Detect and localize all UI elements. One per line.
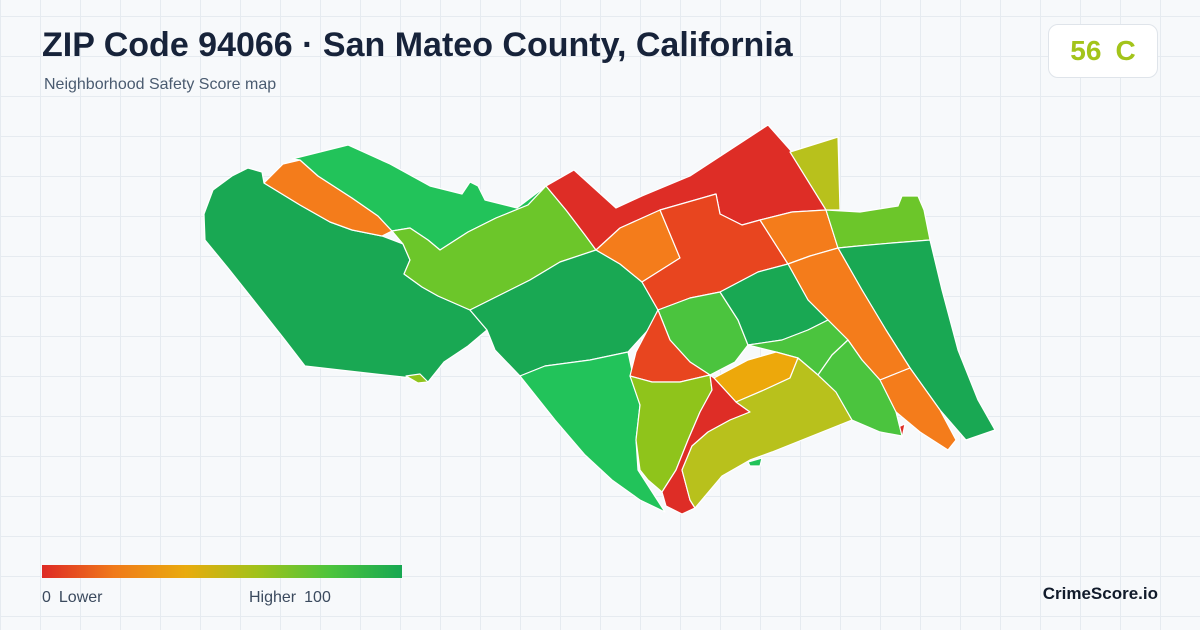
page-title: ZIP Code 94066 · San Mateo County, Calif… — [42, 26, 793, 64]
brand-logo-text: CrimeScore.io — [1042, 584, 1158, 603]
map-area[interactable] — [519, 351, 666, 513]
legend-low-label: Lower — [58, 589, 103, 606]
map-area[interactable] — [405, 373, 429, 384]
score-badge: 56 C — [1048, 24, 1158, 78]
score-value: 56 — [1070, 35, 1102, 66]
legend-low: 0 Lower — [42, 589, 110, 607]
score-grade: C — [1115, 35, 1136, 66]
map-area[interactable] — [681, 357, 853, 509]
legend-high-value: 100 — [304, 589, 331, 606]
map-area[interactable] — [825, 195, 931, 249]
legend-high-label: Higher — [249, 589, 297, 606]
map-area[interactable] — [789, 136, 841, 211]
legend-high: Higher 100 — [249, 589, 339, 607]
legend-low-value: 0 — [42, 589, 51, 606]
legend-gradient-bar — [42, 565, 402, 578]
map-area[interactable] — [817, 339, 903, 437]
page-subtitle: Neighborhood Safety Score map — [44, 76, 277, 93]
header: ZIP Code 94066 · San Mateo County, Calif… — [0, 0, 1200, 96]
map-area[interactable] — [747, 457, 763, 467]
